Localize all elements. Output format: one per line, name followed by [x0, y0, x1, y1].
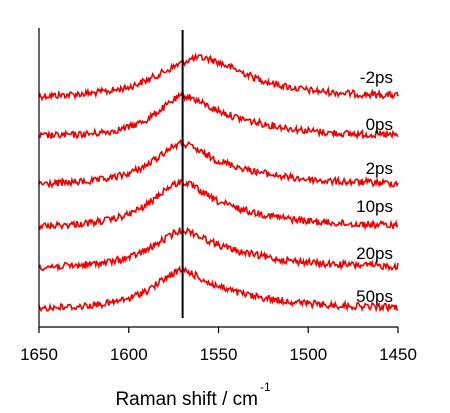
series-label-50ps: 50ps — [356, 287, 393, 306]
series-label-10ps: 10ps — [356, 197, 393, 216]
series-label--2ps: -2ps — [360, 68, 393, 87]
series-line-10ps — [38, 178, 399, 231]
series-line--2ps — [38, 52, 399, 102]
series-line-20ps — [38, 226, 399, 273]
series-line-2ps — [38, 138, 399, 189]
x-tick-label-1500: 1500 — [289, 345, 327, 364]
x-tick-label-1650: 1650 — [20, 345, 58, 364]
series-line-50ps — [38, 265, 399, 314]
x-tick-label-1550: 1550 — [200, 345, 238, 364]
series-label-20ps: 20ps — [356, 244, 393, 263]
series-line-0ps — [38, 91, 399, 141]
x-axis-title-superscript: -1 — [260, 380, 271, 394]
series-labels-group: -2ps 0ps 2ps 10ps 20ps 50ps — [356, 68, 393, 306]
x-tick-label-1600: 1600 — [110, 345, 148, 364]
spectra-group — [38, 52, 399, 314]
series-label-2ps: 2ps — [366, 159, 393, 178]
x-axis-title: Raman shift / cm — [115, 389, 258, 410]
x-tick-label-1450: 1450 — [379, 345, 417, 364]
x-ticks-group: 1650 1600 1550 1500 1450 — [20, 327, 417, 364]
series-label-0ps: 0ps — [366, 115, 393, 134]
